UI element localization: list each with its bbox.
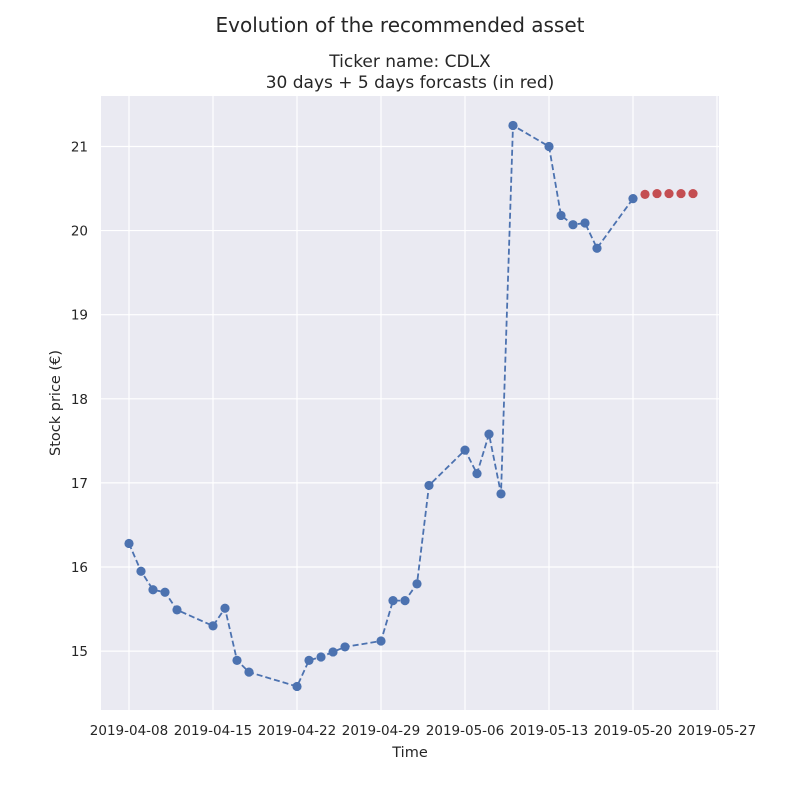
data-point [316,652,326,662]
y-tick-label: 15 [71,644,88,660]
data-point [148,585,158,595]
data-point [328,647,338,657]
grid [101,96,719,710]
forecast-point [676,188,686,199]
forecast-point [688,188,698,199]
data-point [304,655,314,665]
chart-suptitle: Evolution of the recommended asset [216,13,585,37]
series-layer [124,120,698,692]
x-axis-label: Time [391,745,428,761]
data-point [484,429,494,439]
data-point [460,445,470,455]
x-tick-label: 2019-05-06 [426,723,504,739]
data-point [508,120,518,131]
data-point [292,681,302,692]
data-point [376,636,386,646]
y-tick-label: 17 [71,476,88,492]
y-axis-label: Stock price (€) [48,350,64,456]
y-tick-label: 20 [71,224,88,240]
data-point [580,218,590,228]
data-point [208,621,218,631]
x-tick-label: 2019-04-22 [258,723,336,739]
series-line [128,123,634,688]
y-tick-label: 18 [71,392,88,408]
data-point [472,469,482,479]
data-point [232,655,242,665]
y-tick-label: 16 [71,560,88,576]
x-tick-label: 2019-04-15 [174,723,252,739]
data-point [220,603,230,613]
plot-area [101,96,719,710]
y-tick-label: 21 [71,139,88,155]
y-axis-ticks: 15 16 17 18 19 20 21 [71,139,88,660]
data-point [628,194,638,204]
data-point [556,210,566,221]
chart-title-line-1: Ticker name: CDLX [328,52,491,72]
forecast-point [664,188,674,199]
data-point [544,141,554,152]
data-point [412,579,422,589]
forecast-point [640,189,650,200]
data-point [568,220,578,230]
series-historical [124,120,638,692]
x-tick-label: 2019-05-13 [510,723,588,739]
chart-title-line-2: 30 days + 5 days forcasts (in red) [266,73,555,93]
data-point [160,587,170,597]
x-axis-ticks: 2019-04-08 2019-04-15 2019-04-22 2019-04-29… [90,723,756,739]
data-point [136,566,146,576]
x-tick-label: 2019-04-08 [90,723,168,739]
x-tick-label: 2019-05-27 [678,723,756,739]
x-tick-label: 2019-05-20 [594,723,672,739]
series-forecast [640,188,698,200]
data-point [400,596,410,606]
data-point [424,480,434,491]
x-tick-label: 2019-04-29 [342,723,420,739]
data-point [388,596,398,606]
data-point [172,605,182,615]
data-point [244,667,254,677]
data-point [592,243,602,253]
data-point [496,489,506,499]
data-point [340,642,350,652]
forecast-point [652,188,662,199]
y-tick-label: 19 [71,308,88,324]
data-point [124,538,134,549]
